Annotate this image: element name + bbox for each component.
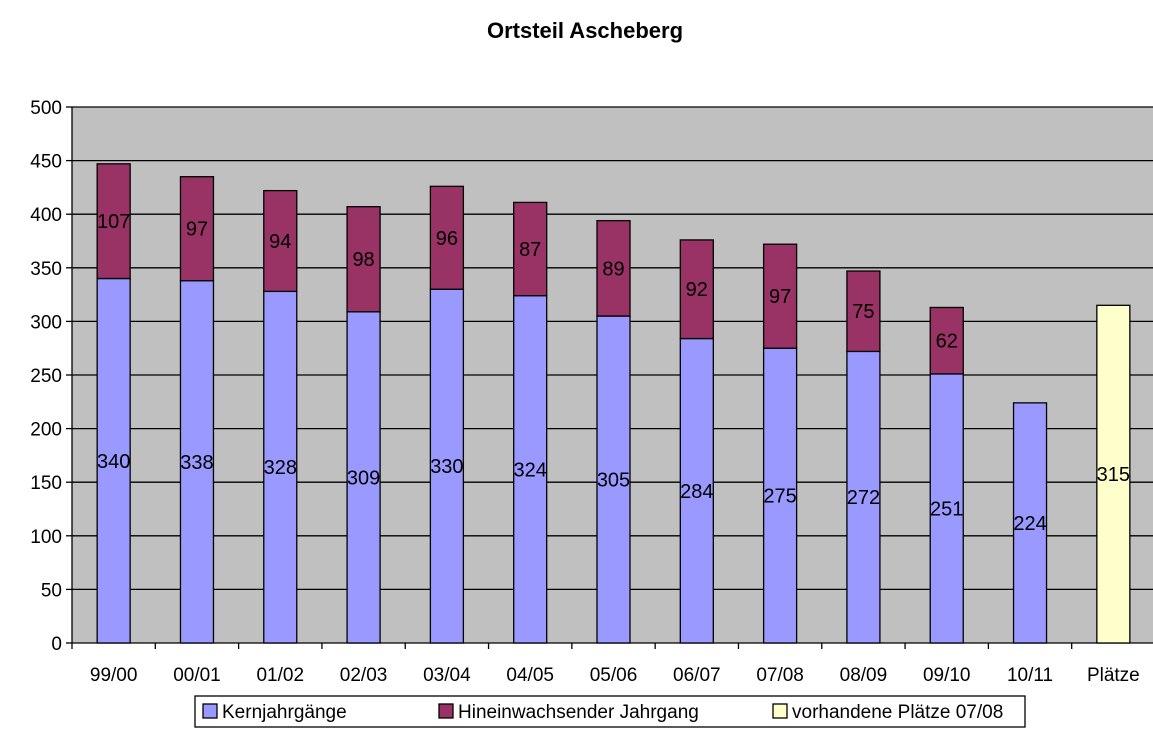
data-label: 62 [936,331,958,353]
x-tick-label: 08/09 [840,665,888,686]
x-tick-label: 01/02 [256,665,304,686]
x-tick-label: 07/08 [756,665,804,686]
bar [1012,402,1048,644]
data-label: 275 [763,486,796,508]
bar [929,373,964,644]
data-label: 340 [97,451,130,473]
data-label: 94 [269,231,291,253]
data-label: 224 [1013,513,1046,535]
y-tick-label: 200 [30,420,62,441]
data-label: 75 [852,301,874,323]
data-label: 98 [352,249,374,271]
y-tick-label: 350 [30,259,62,280]
data-label: 309 [347,467,380,489]
x-tick-label: 02/03 [340,665,388,686]
legend: Kernjahrgänge Hineinwachsender Jahrgang vo… [194,695,1026,728]
bar [513,201,548,297]
bar [263,189,298,293]
data-label: 272 [847,487,880,509]
legend-swatch [438,703,454,719]
legend-label: vorhandene Plätze 07/08 [792,702,1003,723]
x-tick-label: 09/10 [923,665,971,686]
bar [929,306,964,375]
legend-label: Kernjahrgänge [222,702,347,723]
bar [96,163,131,280]
data-label: 97 [186,219,208,241]
bar [179,176,215,282]
x-tick-label: 99/00 [90,665,138,686]
x-tick-label: 05/06 [590,665,638,686]
y-tick-label: 150 [30,473,62,494]
data-label: 324 [514,459,547,481]
bar [179,280,215,644]
bar [846,350,881,644]
data-label: 284 [680,481,713,503]
bar [429,288,465,644]
y-tick-label: 250 [30,366,62,387]
data-label: 305 [597,470,630,492]
y-tick-label: 500 [30,98,62,119]
y-tick-label: 400 [30,205,62,226]
data-label: 92 [686,279,708,301]
data-label: 107 [97,211,130,233]
data-label: 330 [430,456,463,478]
y-tick-label: 450 [30,152,62,173]
data-label: 251 [930,498,963,520]
y-tick-label: 300 [30,312,62,333]
bar [596,219,631,317]
bar [679,337,714,644]
bar [762,347,798,644]
plot-area: 0 50 100 150 200 250 300 350 400 450 500 99/00 340 10… [30,98,1153,686]
y-tick-label: 0 [51,634,62,655]
legend-swatch [202,703,218,719]
x-tick-label: 03/04 [423,665,471,686]
data-label: 87 [519,239,541,261]
legend-label: Hineinwachsender Jahrgang [458,702,699,723]
bar [513,295,548,644]
bar [679,239,714,340]
data-label: 97 [769,286,791,308]
bar [1096,304,1131,644]
x-tick-label: 06/07 [673,665,721,686]
legend-box [194,695,1026,728]
bar [762,243,798,349]
bar [346,206,381,313]
y-tick-label: 50 [41,580,62,601]
bar [96,277,131,644]
data-label: 96 [436,228,458,250]
x-tick-label: 00/01 [173,665,221,686]
data-label: 315 [1097,464,1130,486]
bar [846,270,881,353]
x-tick-label: Plätze [1087,665,1140,686]
chart-title: Ortsteil Ascheberg [487,18,683,43]
legend-swatch [772,703,788,719]
x-tick-label: 04/05 [506,665,554,686]
bar [429,185,465,290]
y-tick-label: 100 [30,527,62,548]
bar [263,290,298,644]
data-label: 338 [180,452,213,474]
data-label: 89 [602,258,624,280]
data-label: 328 [264,457,297,479]
x-tick-label: 10/11 [1007,665,1053,686]
bar [346,311,381,644]
